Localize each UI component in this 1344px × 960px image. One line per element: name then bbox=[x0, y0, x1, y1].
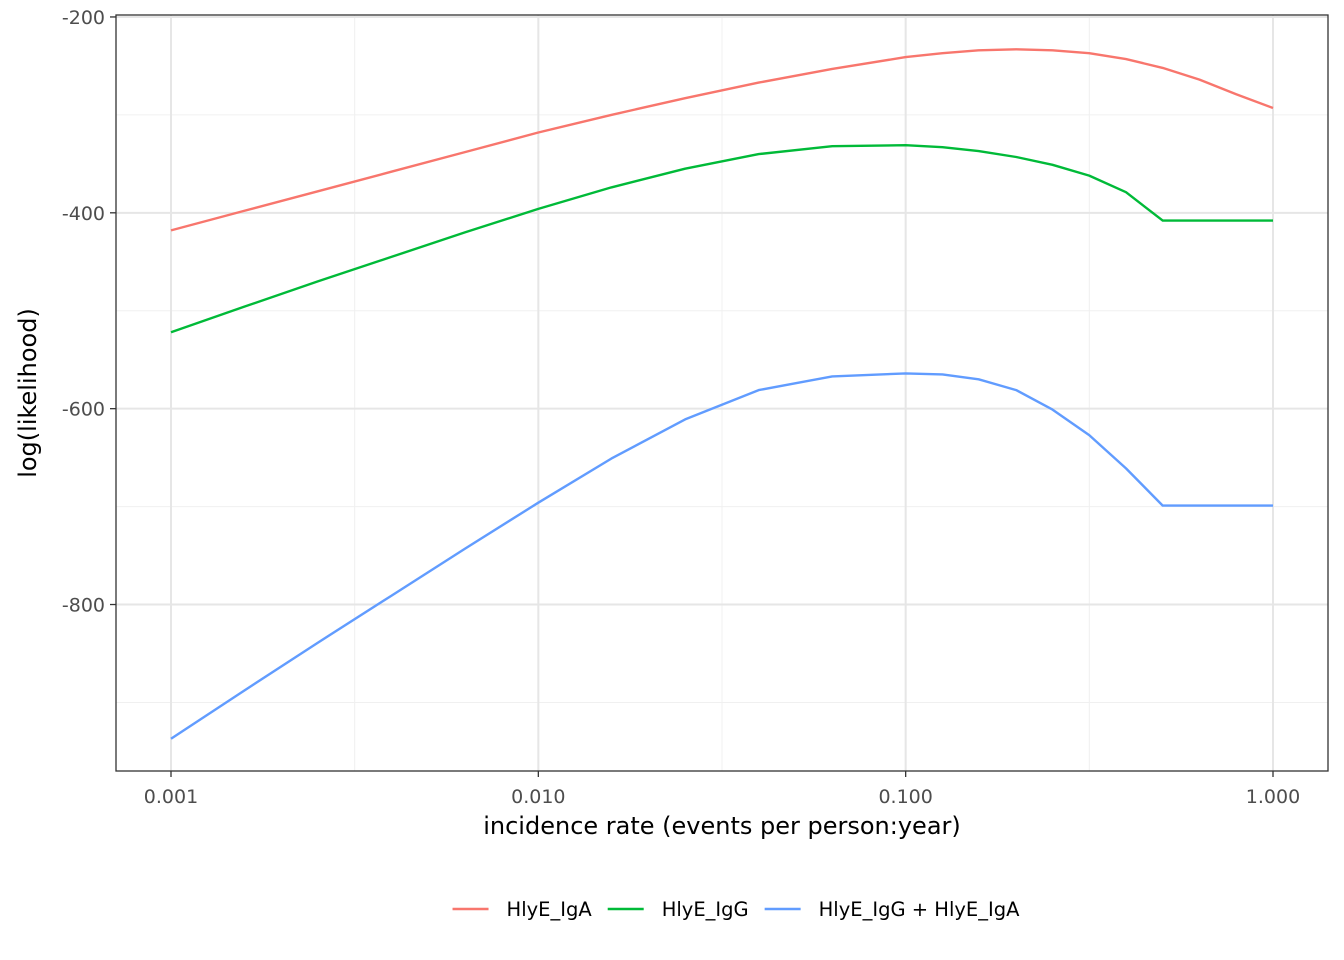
plot-panel-border bbox=[115, 14, 1329, 772]
x-axis: 0.001 0.010 0.100 1.000 bbox=[144, 771, 1300, 808]
legend-label-1: HlyE_IgA bbox=[507, 898, 593, 921]
series-line-2 bbox=[170, 143, 1273, 334]
legend-label-2: HlyE_IgG bbox=[662, 898, 749, 921]
series-lines bbox=[170, 48, 1274, 740]
minor-gridlines bbox=[116, 15, 1328, 771]
y-tick-label: -200 bbox=[62, 7, 105, 29]
y-tick-label: -600 bbox=[62, 399, 105, 421]
series-line-1 bbox=[170, 48, 1274, 232]
x-tick-label: 0.100 bbox=[878, 786, 932, 808]
legend: HlyE_IgA HlyE_IgG HlyE_IgG + HlyE_IgA bbox=[452, 898, 1020, 921]
x-tick-label: 1.000 bbox=[1246, 786, 1300, 808]
series-line-3 bbox=[170, 372, 1273, 740]
y-tick-label: -400 bbox=[62, 203, 105, 225]
x-axis-title: incidence rate (events per person:year) bbox=[483, 812, 961, 840]
x-tick-label: 0.001 bbox=[144, 786, 198, 808]
y-axis-title: log(likelihood) bbox=[14, 308, 42, 478]
major-gridlines bbox=[116, 15, 1328, 771]
x-tick-label: 0.010 bbox=[511, 786, 565, 808]
legend-label-3: HlyE_IgG + HlyE_IgA bbox=[819, 898, 1020, 921]
y-tick-label: -800 bbox=[62, 595, 105, 617]
y-axis: -200 -400 -600 -800 bbox=[62, 7, 116, 617]
